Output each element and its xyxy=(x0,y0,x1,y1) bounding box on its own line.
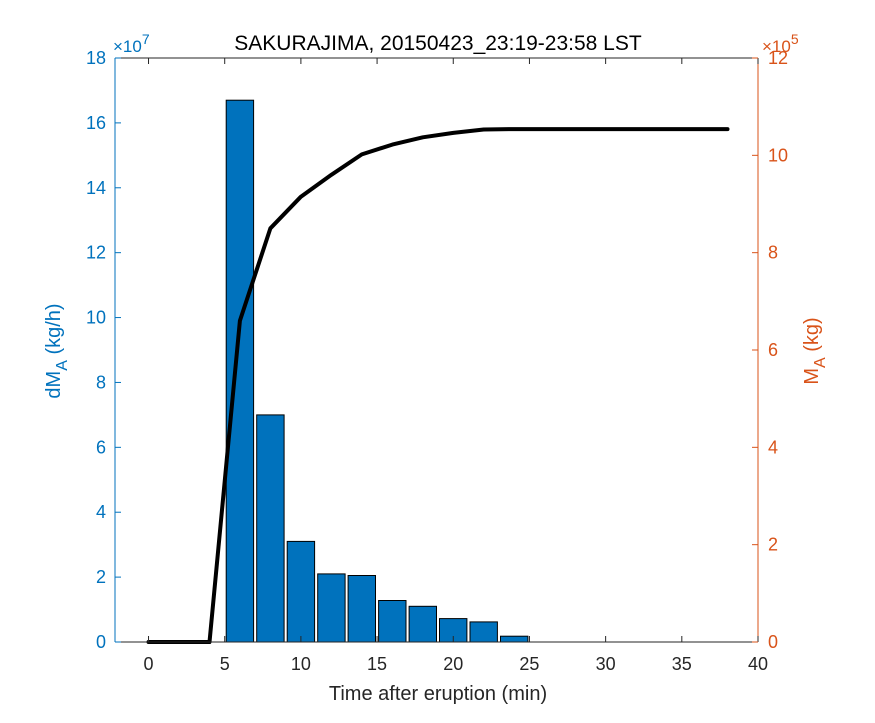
right-axis-exponent-power: 5 xyxy=(791,31,799,47)
left-tick-label: 2 xyxy=(96,567,106,587)
cumulative-mass-line xyxy=(146,127,730,644)
right-axis-label-main: M xyxy=(801,368,823,385)
data-bar xyxy=(378,600,407,643)
x-tick-label: 5 xyxy=(220,654,230,674)
left-tick-label: 16 xyxy=(86,113,106,133)
left-axis-label-main: dM xyxy=(43,371,65,399)
left-tick-label: 10 xyxy=(86,308,106,328)
left-axis-label-unit: (kg/h) xyxy=(43,303,65,354)
x-tick-label: 0 xyxy=(144,654,154,674)
left-axis-label-sub: A xyxy=(54,360,71,371)
x-tick-label: 40 xyxy=(748,654,768,674)
left-tick-label: 12 xyxy=(86,243,106,263)
data-bar xyxy=(317,573,346,643)
x-tick-label: 10 xyxy=(291,654,311,674)
left-axis-label: dMA (kg/h) xyxy=(43,303,71,398)
x-tick-label: 15 xyxy=(367,654,387,674)
data-bar xyxy=(225,99,255,643)
x-tick-label: 20 xyxy=(443,654,463,674)
right-tick-label: 8 xyxy=(768,243,778,263)
right-axis-label-unit: (kg) xyxy=(801,317,823,351)
left-axis-exponent-base: ×10 xyxy=(113,37,142,56)
x-axis-label: Time after eruption (min) xyxy=(329,683,547,705)
right-tick-label: 2 xyxy=(768,535,778,555)
right-tick-label: 0 xyxy=(768,632,778,652)
right-tick-label: 4 xyxy=(768,437,778,457)
x-tick-label: 30 xyxy=(596,654,616,674)
x-tick-label: 25 xyxy=(519,654,539,674)
data-bar xyxy=(408,605,438,643)
right-axis-exponent: ×105 xyxy=(762,31,799,56)
right-tick-label: 10 xyxy=(768,145,788,165)
left-tick-label: 0 xyxy=(96,632,106,652)
x-tick-label: 35 xyxy=(672,654,692,674)
cumulative-line-group xyxy=(146,127,730,644)
axes-group xyxy=(114,57,759,643)
data-bar xyxy=(500,635,529,643)
right-tick-label: 12 xyxy=(768,48,788,68)
right-axis-label: MA (kg) xyxy=(801,317,829,384)
left-tick-label: 4 xyxy=(96,502,106,522)
data-bar xyxy=(256,414,285,643)
right-axis-exponent-base: ×10 xyxy=(762,37,791,56)
data-bar xyxy=(347,575,377,643)
left-tick-label: 14 xyxy=(86,178,106,198)
data-bar xyxy=(469,621,498,643)
right-tick-label: 6 xyxy=(768,340,778,360)
left-axis-exponent: ×107 xyxy=(113,31,150,56)
chart-title: SAKURAJIMA, 20150423_23:19-23:58 LST xyxy=(234,32,642,55)
left-tick-label: 8 xyxy=(96,372,106,392)
data-bar xyxy=(286,540,316,643)
right-axis-label-sub: A xyxy=(812,357,829,368)
left-tick-label: 18 xyxy=(86,48,106,68)
left-tick-label: 6 xyxy=(96,437,106,457)
bars-group xyxy=(225,99,529,643)
left-axis-exponent-power: 7 xyxy=(142,31,150,47)
